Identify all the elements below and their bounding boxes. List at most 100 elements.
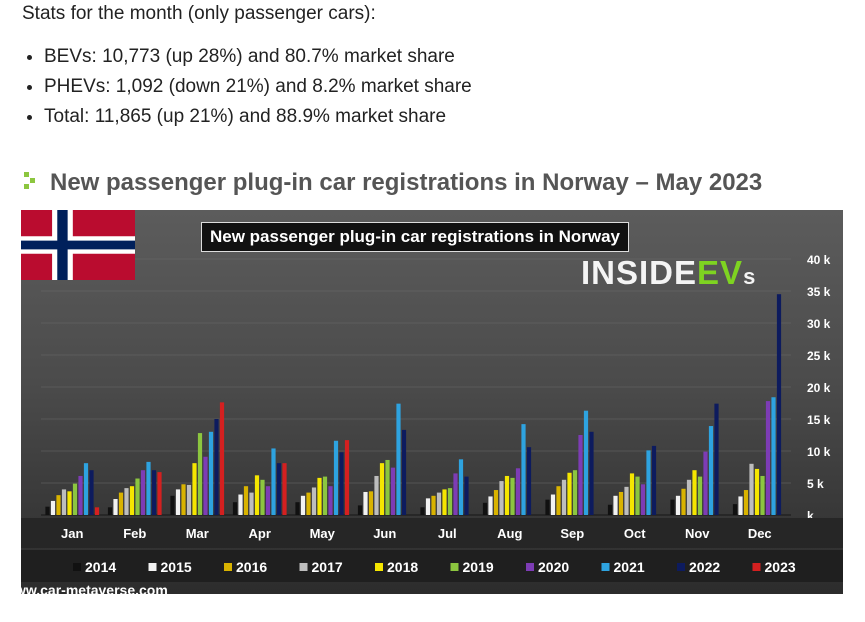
bar-2019-apr: [260, 479, 265, 515]
section-title-text: New passenger plug-in car registrations …: [50, 169, 763, 196]
bar-2015-aug: [488, 496, 493, 515]
bar-2021-sep: [583, 410, 589, 515]
bar-2020-dec: [765, 401, 771, 515]
x-tick-label-may: May: [310, 526, 336, 541]
bar-2014-feb: [107, 507, 113, 515]
bar-2018-mar: [192, 463, 197, 515]
bar-2019-oct: [635, 476, 640, 515]
bar-2021-jul: [458, 459, 464, 515]
bar-2021-may: [333, 440, 339, 515]
bar-2015-jul: [425, 498, 431, 515]
legend-swatch-2017: [299, 563, 308, 571]
x-tick-label-apr: Apr: [249, 526, 271, 541]
bar-2023-feb: [157, 472, 162, 515]
bar-2017-sep: [561, 479, 567, 515]
chart-title: New passenger plug-in car registrations …: [201, 222, 629, 252]
bar-2021-aug: [521, 424, 526, 515]
bar-2020-aug: [515, 468, 521, 515]
bar-2021-mar: [208, 431, 214, 515]
stats-item-total: Total: 11,865 (up 21%) and 88.9% market …: [44, 102, 472, 132]
legend-swatch-2020: [526, 563, 534, 571]
bar-2023-mar: [219, 402, 225, 515]
legend-label-2020: 2020: [538, 559, 569, 575]
bar-2017-may: [311, 487, 317, 515]
bar-2018-dec: [754, 468, 760, 515]
bar-2015-sep: [550, 494, 556, 515]
stats-list: BEVs: 10,773 (up 28%) and 80.7% market s…: [22, 42, 472, 132]
bar-chart: k 5 k 10 k 15 k 20 k 25 k 30 k 35 k 40 k Jan Feb Ma…: [21, 253, 843, 582]
bar-2016-dec: [743, 490, 749, 515]
x-tick-label-jun: Jun: [373, 526, 396, 541]
legend-label-2023: 2023: [765, 559, 796, 575]
bar-2014-may: [295, 502, 300, 515]
bar-2016-nov: [681, 488, 686, 515]
legend-label-2014: 2014: [85, 559, 116, 575]
bar-2017-mar: [186, 484, 192, 515]
x-tick-label-dec: Dec: [748, 526, 772, 541]
y-tick-label: 20 k: [807, 381, 831, 395]
bar-2014-sep: [545, 499, 550, 515]
section-title: New passenger plug-in car registrations …: [22, 169, 762, 197]
x-tick-label-mar: Mar: [186, 526, 209, 541]
legend-label-2015: 2015: [161, 559, 192, 575]
bar-2022-oct: [651, 445, 657, 515]
stats-item-phev: PHEVs: 1,092 (down 21%) and 8.2% market …: [44, 72, 472, 102]
x-tick-label-jan: Jan: [61, 526, 83, 541]
bar-2020-oct: [640, 484, 646, 515]
bar-2016-sep: [556, 486, 561, 515]
bar-2014-jun: [357, 505, 363, 515]
y-tick-label: 5 k: [807, 477, 824, 491]
x-tick-label-feb: Feb: [123, 526, 146, 541]
bar-2017-aug: [499, 481, 504, 515]
bar-2021-jun: [396, 403, 401, 515]
bar-2018-feb: [129, 486, 135, 515]
bar-2014-jul: [420, 507, 425, 515]
bar-2022-may: [339, 452, 344, 515]
y-tick-label: 15 k: [807, 413, 831, 427]
stats-heading: Stats for the month (only passenger cars…: [22, 3, 376, 24]
bar-2017-dec: [749, 463, 754, 515]
bar-2022-aug: [526, 447, 532, 515]
legend-label-2016: 2016: [236, 559, 267, 575]
legend-swatch-2022: [677, 563, 685, 571]
bar-2022-jan: [89, 470, 94, 515]
bar-2023-jan: [94, 507, 100, 515]
bar-2016-feb: [118, 492, 124, 515]
bar-2014-aug: [482, 502, 488, 515]
bar-2020-jan: [78, 475, 83, 515]
bar-2016-jun: [368, 491, 374, 515]
bar-2015-mar: [175, 489, 181, 515]
x-tick-label-jul: Jul: [438, 526, 457, 541]
bar-2016-oct: [618, 491, 624, 515]
legend-label-2018: 2018: [387, 559, 418, 575]
bar-2015-may: [300, 495, 306, 515]
legend-swatch-2014: [73, 563, 81, 571]
legend-swatch-2016: [224, 563, 232, 571]
bar-2019-mar: [197, 433, 203, 515]
bar-2015-feb: [113, 499, 118, 515]
bar-2017-nov: [686, 479, 692, 515]
bar-2014-nov: [670, 499, 675, 515]
y-tick-label: 30 k: [807, 317, 831, 331]
bar-2020-apr: [265, 486, 271, 515]
bar-2020-jun: [390, 467, 396, 515]
bar-2015-jun: [363, 491, 368, 515]
bar-2022-feb: [151, 470, 157, 515]
bar-2022-dec: [776, 294, 782, 515]
bar-2014-oct: [607, 504, 613, 515]
x-tick-label-aug: Aug: [497, 526, 522, 541]
bar-2017-feb: [124, 488, 129, 515]
bar-2018-jan: [67, 491, 72, 515]
norway-flag: [21, 210, 135, 280]
bar-2021-jan: [83, 463, 89, 515]
bar-2015-jan: [50, 500, 56, 515]
bar-2018-nov: [692, 470, 697, 515]
bar-2021-apr: [271, 448, 276, 515]
bar-2015-apr: [238, 494, 243, 515]
legend-band: [21, 550, 843, 582]
bar-2019-may: [322, 476, 328, 515]
bar-2022-jun: [401, 429, 407, 515]
bar-2021-oct: [646, 450, 651, 515]
bar-2015-oct: [613, 495, 618, 515]
bar-2017-apr: [249, 492, 254, 515]
